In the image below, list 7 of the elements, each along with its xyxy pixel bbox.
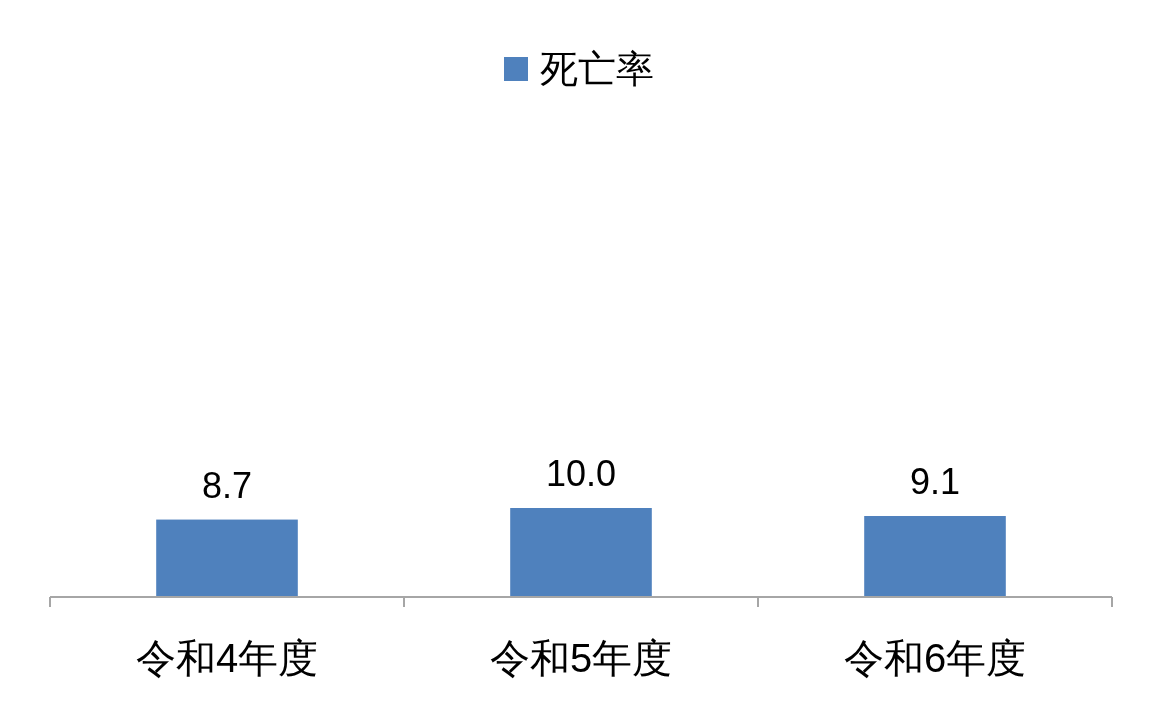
data-label: 10.0: [545, 453, 617, 494]
data-label: 9.1: [909, 461, 961, 503]
x-tick-label: 令和6年度: [843, 636, 1027, 680]
x-tick-label: 令和4年度: [135, 636, 319, 680]
x-tick-label: 令和5年度: [489, 636, 673, 680]
legend-label: 死亡率: [540, 48, 654, 90]
data-label: 8.7: [201, 464, 253, 506]
